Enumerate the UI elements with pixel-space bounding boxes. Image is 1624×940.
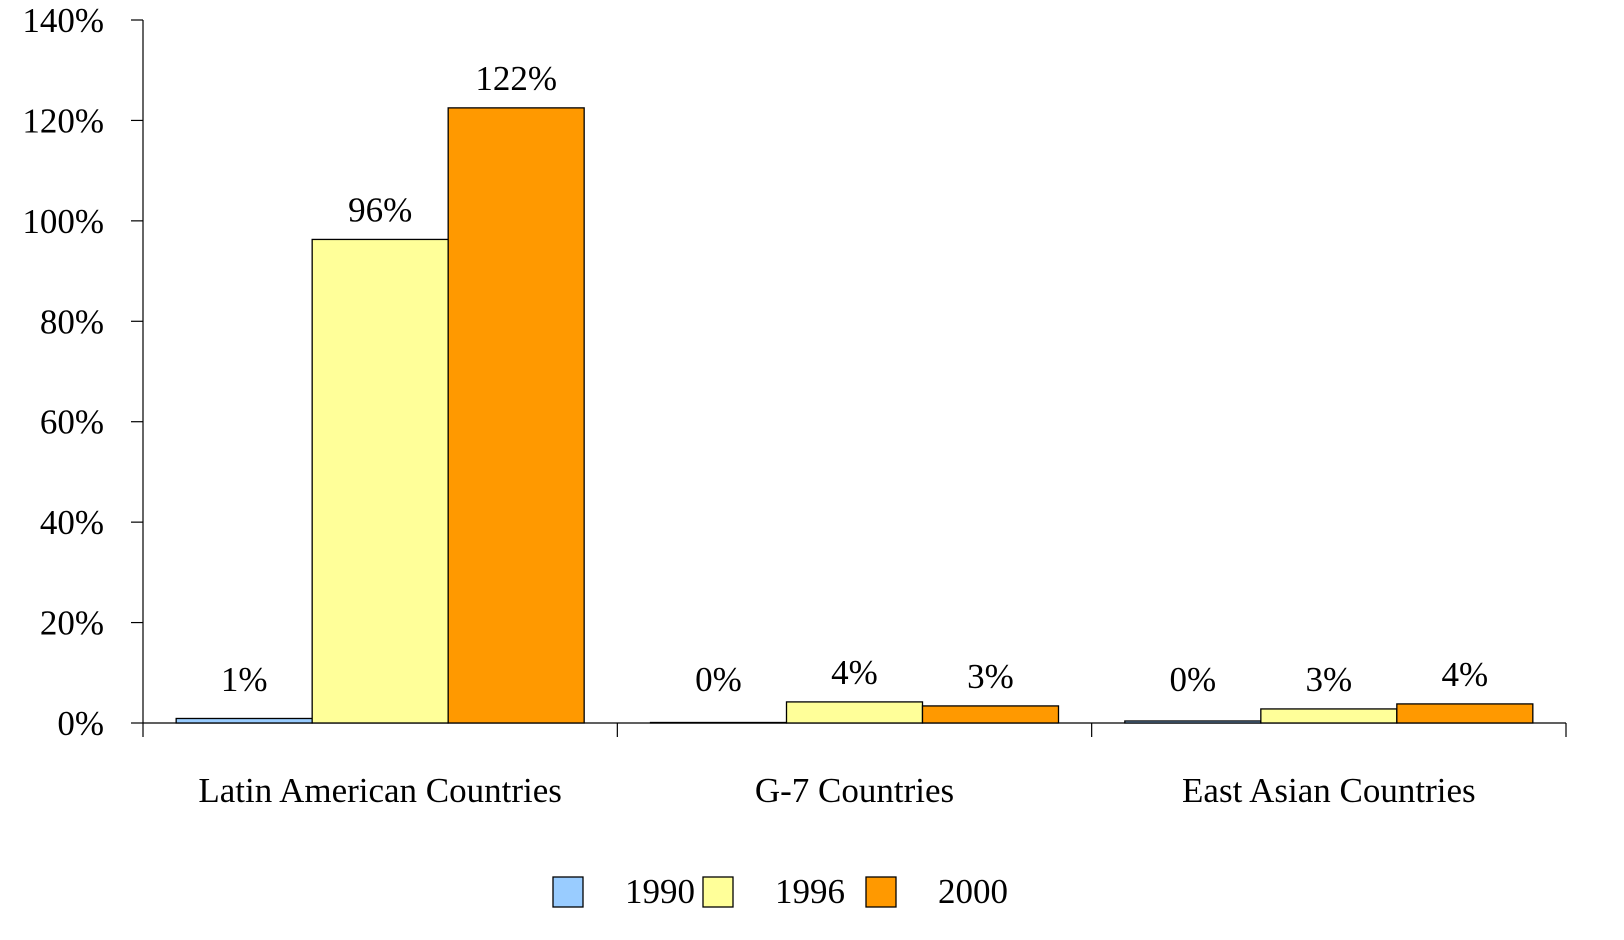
bar-2000-0 (447, 107, 585, 724)
chart-legend: 1990 1996 2000 (552, 872, 1008, 911)
chart-axes: 0% 20% 40% 60% 80% 100% 120% 140% Latin American… (22, 1, 1567, 810)
legend-swatch-1990 (552, 876, 584, 908)
y-tick-label: 20% (40, 604, 104, 643)
data-label: 122% (475, 59, 557, 98)
chart-data-labels: 1% 96% 122% 0% 4% 3% 0% 3% 4% (221, 59, 1488, 699)
legend-label: 2000 (938, 872, 1008, 911)
bar-1990-0 (175, 717, 313, 724)
legend-label: 1996 (775, 872, 845, 911)
y-tick-label: 140% (22, 1, 104, 40)
data-label: 0% (695, 660, 742, 699)
bar-1996-0 (311, 238, 449, 724)
y-tick-label: 0% (57, 704, 104, 743)
y-tick-label: 80% (40, 302, 104, 341)
x-category-label: G-7 Countries (755, 771, 954, 810)
legend-swatch-2000 (865, 876, 897, 908)
x-category-label: East Asian Countries (1182, 771, 1476, 810)
data-label: 1% (221, 660, 268, 699)
data-label: 96% (348, 190, 412, 229)
bar-1990-1 (649, 721, 788, 724)
bar-2000-1 (921, 705, 1060, 724)
y-tick-label: 100% (22, 202, 104, 241)
data-label: 4% (1442, 655, 1489, 694)
x-category-label: Latin American Countries (198, 771, 562, 810)
bar-1996-1 (785, 701, 924, 724)
data-label: 4% (831, 653, 878, 692)
y-tick-label: 40% (40, 503, 104, 542)
bar-2000-2 (1396, 703, 1534, 724)
legend-swatch-1996 (702, 876, 734, 908)
data-label: 0% (1170, 660, 1217, 699)
bar-1990-2 (1124, 720, 1262, 724)
y-tick-label: 120% (22, 101, 104, 140)
y-tick-label: 60% (40, 403, 104, 442)
data-label: 3% (967, 657, 1014, 696)
bar-1996-2 (1260, 708, 1398, 724)
legend-label: 1990 (625, 872, 695, 911)
chart-bars (175, 107, 1534, 724)
data-label: 3% (1306, 660, 1353, 699)
